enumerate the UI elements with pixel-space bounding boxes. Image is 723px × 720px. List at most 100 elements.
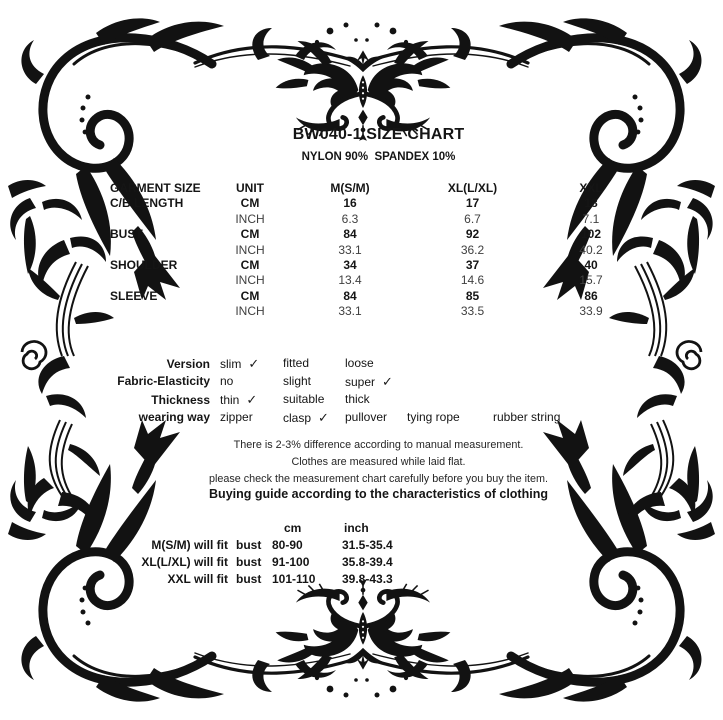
unit-cell: INCH	[235, 211, 265, 226]
note-line: Clothes are measured while laid flat.	[291, 456, 466, 469]
value-xxl: 18	[584, 196, 598, 211]
attribute-option: zipper	[220, 410, 253, 424]
fit-label: XL(L/XL) will fit	[141, 555, 228, 569]
value-m: 13.4	[338, 273, 362, 288]
unit-cell: INCH	[235, 304, 265, 319]
material-subtitle: NYLON 90% SPANDEX 10%	[301, 151, 456, 163]
buying-guide-row: XL(L/XL) will fit bust 91-100 35.8-39.4	[110, 554, 442, 571]
unit-cell: INCH	[235, 242, 265, 257]
attribute-option: thick	[345, 392, 370, 406]
page-title: BW040-1 SIZE CHART	[292, 126, 465, 143]
value-xl: 14.6	[460, 273, 485, 288]
attribute-option: loose	[345, 356, 374, 370]
value-xxl: 86	[584, 288, 598, 303]
buying-guide-row: XXL will fit bust 101-110 39.8-43.3	[110, 571, 442, 588]
range-inch: 39.8-43.3	[342, 572, 393, 586]
value-xl: 37	[465, 258, 480, 273]
buying-guide-table: cm inch M(S/M) will fit bust 80-90 31.5-…	[110, 519, 442, 588]
row-label: SLEEVE	[110, 288, 158, 303]
range-inch: 31.5-35.4	[342, 538, 393, 552]
unit-cell: INCH	[235, 273, 265, 288]
attribute-option: no	[220, 374, 234, 388]
value-m: 33.1	[338, 304, 362, 319]
buying-guide-heading: Buying guide according to the characteri…	[209, 487, 548, 501]
table-row: C/B LENGTH CM 16 17 18	[110, 196, 647, 211]
value-m: 84	[343, 227, 357, 242]
table-row: - INCH 6.3 6.7 7.1	[110, 212, 647, 227]
value-m: 34	[343, 258, 357, 273]
attribute-label: Version	[166, 357, 210, 371]
value-xxl: 102	[580, 227, 602, 242]
check-mark: ✓	[248, 356, 260, 371]
attribute-label: Fabric-Elasticity	[117, 374, 210, 388]
value-xl: 33.5	[460, 304, 485, 319]
attribute-option: tying rope	[407, 410, 460, 424]
row-label: BUST	[110, 227, 143, 242]
value-xl: 85	[465, 288, 480, 303]
check-mark: ✓	[382, 374, 393, 389]
buying-guide-header-row: cm inch	[110, 519, 442, 537]
row-label: SHOULDER	[110, 258, 178, 273]
table-row: BUST CM 84 92 102	[110, 227, 647, 242]
note-line: There is 2-3% difference according to ma…	[233, 439, 524, 451]
range-cm: 80-90	[272, 538, 303, 552]
attribute-option: thin ✓	[220, 392, 258, 407]
value-xl: 92	[465, 227, 480, 242]
unit-header-inch: inch	[344, 521, 369, 535]
value-m: 84	[343, 288, 357, 303]
attribute-label: Thickness	[151, 393, 210, 407]
value-xxl: 33.9	[579, 304, 603, 319]
attribute-option: fitted	[283, 356, 310, 370]
unit-header-cm: cm	[284, 521, 302, 535]
header-size-xxl: XXL	[579, 181, 603, 195]
value-m: 6.3	[341, 211, 359, 226]
buying-guide-row: M(S/M) will fit bust 80-90 31.5-35.4	[110, 537, 442, 554]
body-part: bust	[236, 538, 262, 552]
attribute-row-elasticity: Fabric-Elasticity no slight super ✓	[110, 373, 613, 391]
attribute-option: pullover	[345, 410, 388, 424]
table-row: - INCH 13.4 14.6 15.7	[110, 273, 647, 288]
header-size-m: M(S/M)	[330, 181, 370, 195]
fit-label: XXL will fit	[167, 572, 228, 586]
measurement-notes: There is 2-3% difference according to ma…	[60, 437, 697, 489]
value-xxl: 40.2	[579, 242, 603, 257]
unit-cell: CM	[240, 288, 260, 303]
attribute-option: suitable	[283, 392, 325, 406]
unit-cell: CM	[240, 258, 260, 273]
attribute-row-wearing-way: wearing way zipper clasp ✓ pullover	[110, 409, 613, 427]
value-xxl: 40	[584, 258, 598, 273]
table-row: SHOULDER CM 34 37 40	[110, 258, 647, 273]
value-xl: 17	[465, 196, 480, 211]
body-part: bust	[236, 572, 262, 586]
attribute-row-thickness: Thickness thin ✓ suitable thick	[110, 391, 613, 409]
unit-cell: CM	[240, 196, 260, 211]
value-xl: 36.2	[460, 242, 485, 257]
check-mark: ✓	[318, 410, 329, 425]
range-cm: 91-100	[272, 555, 310, 569]
table-row: - INCH 33.1 36.2 40.2	[110, 243, 647, 258]
body-part: bust	[236, 555, 262, 569]
attribute-option: rubber string	[493, 410, 561, 424]
value-m: 16	[343, 196, 357, 211]
attribute-option: clasp ✓	[283, 410, 329, 425]
size-table-header-row: GARMENT SIZE UNIT M(S/M) XL(L/XL) XXL	[110, 181, 647, 196]
size-table: GARMENT SIZE UNIT M(S/M) XL(L/XL) XXL C/…	[110, 181, 647, 320]
attribute-option: slim ✓	[220, 356, 260, 371]
header-unit: UNIT	[236, 181, 264, 195]
attribute-label: wearing way	[138, 410, 210, 424]
attribute-option: slight	[283, 374, 312, 388]
value-xl: 6.7	[464, 211, 481, 226]
header-garment-size: GARMENT SIZE	[110, 181, 201, 195]
note-line: please check the measurement chart caref…	[208, 473, 549, 486]
check-mark: ✓	[246, 392, 258, 407]
value-xxl: 7.1	[582, 211, 600, 226]
range-cm: 101-110	[272, 572, 316, 586]
header-size-xl: XL(L/XL)	[447, 181, 498, 195]
table-row: - INCH 33.1 33.5 33.9	[110, 304, 647, 319]
row-label: C/B LENGTH	[110, 196, 184, 211]
table-row: SLEEVE CM 84 85 86	[110, 289, 647, 304]
value-xxl: 15.7	[579, 273, 603, 288]
value-m: 33.1	[338, 242, 362, 257]
